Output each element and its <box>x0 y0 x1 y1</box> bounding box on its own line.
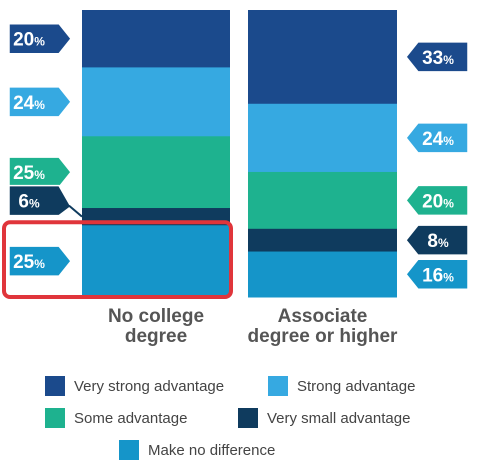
legend-swatch-very-strong <box>45 376 65 396</box>
legend-item-very-small: Very small advantage <box>238 408 410 428</box>
data-value: 25 <box>13 252 35 273</box>
bar-segment <box>248 228 397 253</box>
data-value: 16 <box>422 265 443 286</box>
legend-label: Very small advantage <box>267 409 411 427</box>
category-label: Associate <box>278 306 368 327</box>
category-label: No college <box>108 306 204 327</box>
data-label: 25% <box>8 156 72 188</box>
percent-sign: % <box>34 98 45 112</box>
data-value: 33 <box>422 48 443 69</box>
leader-line <box>68 204 83 218</box>
data-label: 16% <box>405 258 469 291</box>
bar-segment <box>248 10 397 105</box>
data-label-text: 24% <box>13 93 45 114</box>
bar-segment <box>82 10 230 68</box>
percent-sign: % <box>443 53 454 67</box>
data-label-text: 20% <box>422 191 454 212</box>
data-label: 6% <box>8 184 72 217</box>
legend-label: Very strong advantage <box>74 377 225 395</box>
legend-swatch-some <box>45 408 65 428</box>
label-box <box>405 122 469 154</box>
data-label: 24% <box>405 122 469 154</box>
data-label-text: 25% <box>13 252 45 273</box>
label-box <box>8 184 72 217</box>
percent-sign: % <box>443 270 454 284</box>
data-value: 24 <box>422 129 444 150</box>
label-box <box>405 224 469 256</box>
label-box <box>8 22 72 55</box>
legend-label: Strong advantage <box>297 377 416 395</box>
legend-item-strong: Strong advantage <box>268 376 415 396</box>
legend-item-no-difference: Make no difference <box>119 440 275 460</box>
legend-item-some: Some advantage <box>45 408 187 428</box>
data-value: 6 <box>18 192 29 213</box>
data-label-text: 8% <box>427 231 449 252</box>
data-label: 24% <box>8 86 72 118</box>
legend-swatch-strong <box>268 376 288 396</box>
bar-segment <box>82 67 230 137</box>
percent-sign: % <box>34 35 45 49</box>
bar-segment <box>248 103 397 173</box>
legend: Very strong advantage Strong advantage S… <box>0 372 479 472</box>
percent-sign: % <box>34 257 45 271</box>
label-box <box>8 245 72 277</box>
data-value: 20 <box>422 191 443 212</box>
label-box <box>405 184 469 217</box>
bar-segment <box>82 225 230 298</box>
data-label-text: 20% <box>13 30 45 51</box>
data-label-text: 33% <box>422 48 454 69</box>
data-label-text: 6% <box>18 192 40 213</box>
data-value: 25 <box>13 163 35 184</box>
data-label: 25% <box>8 245 72 277</box>
percent-sign: % <box>29 197 40 211</box>
data-label-text: 25% <box>13 163 45 184</box>
highlight-frame <box>2 220 233 299</box>
data-value: 8 <box>427 231 438 252</box>
label-box <box>8 86 72 118</box>
data-label-text: 16% <box>422 265 454 286</box>
data-label-text: 24% <box>422 129 454 150</box>
bar-segment <box>248 251 397 298</box>
data-label: 8% <box>405 224 469 256</box>
bar-segment <box>82 136 230 209</box>
data-label: 33% <box>405 41 469 73</box>
label-box <box>8 156 72 188</box>
legend-swatch-very-small <box>238 408 258 428</box>
data-value: 20 <box>13 30 34 51</box>
category-label: degree <box>125 326 187 347</box>
legend-item-very-strong: Very strong advantage <box>45 376 224 396</box>
label-box <box>405 258 469 291</box>
legend-label: Make no difference <box>148 441 276 459</box>
legend-swatch-no-difference <box>119 440 139 460</box>
bar-segment <box>248 171 397 230</box>
percent-sign: % <box>438 236 449 250</box>
label-box <box>405 41 469 73</box>
data-label: 20% <box>8 22 72 55</box>
percent-sign: % <box>34 168 45 182</box>
legend-label: Some advantage <box>74 409 188 427</box>
percent-sign: % <box>443 134 454 148</box>
category-label: degree or higher <box>248 326 399 347</box>
data-label: 20% <box>405 184 469 217</box>
data-value: 24 <box>13 93 35 114</box>
percent-sign: % <box>443 196 454 210</box>
